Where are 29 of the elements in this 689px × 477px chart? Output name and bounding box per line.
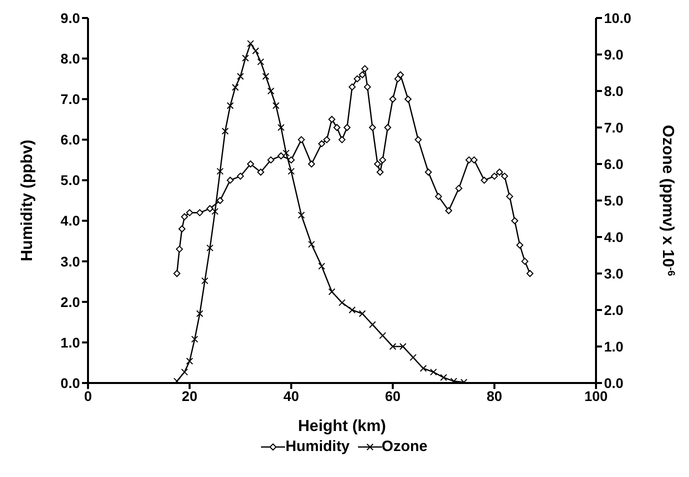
y-tick-label: 2.0: [60, 294, 80, 310]
y-tick-label: 7.0: [60, 91, 80, 108]
y-tick-label: 5.0: [60, 172, 80, 188]
y2-tick-label: 2.0: [604, 302, 624, 318]
legend-label: Humidity: [285, 438, 350, 455]
y2-tick-label: 7.0: [604, 119, 624, 136]
y2-tick-label: 8.0: [604, 82, 624, 99]
y-tick-label: 3.0: [60, 253, 80, 270]
y-tick-label: 4.0: [60, 212, 80, 229]
x-tick-label: 20: [182, 388, 198, 404]
x-tick-label: 40: [283, 388, 300, 404]
y2-tick-label: 4.0: [604, 228, 624, 245]
y2-tick-label: 1.0: [604, 338, 624, 354]
x-axis-title: Height (km): [298, 418, 386, 435]
x-tick-label: 0: [84, 388, 92, 404]
y-tick-label: 6.0: [60, 132, 80, 148]
y2-tick-label: 6.0: [604, 156, 624, 172]
y2-tick-label: 10.0: [604, 10, 632, 26]
y-axis-title: Humidity (ppbv): [19, 140, 36, 262]
y-tick-label: 0.0: [60, 374, 80, 391]
y2-tick-label: 3.0: [604, 265, 624, 282]
y2-tick-label: 5.0: [604, 192, 624, 208]
x-tick-label: 80: [486, 388, 502, 404]
x-tick-label: 60: [385, 388, 401, 404]
y2-tick-label: 9.0: [604, 46, 624, 62]
legend-label: Ozone: [382, 438, 428, 455]
y-tick-label: 1.0: [60, 334, 80, 350]
y-tick-label: 8.0: [60, 50, 80, 67]
y-tick-label: 9.0: [60, 10, 80, 26]
